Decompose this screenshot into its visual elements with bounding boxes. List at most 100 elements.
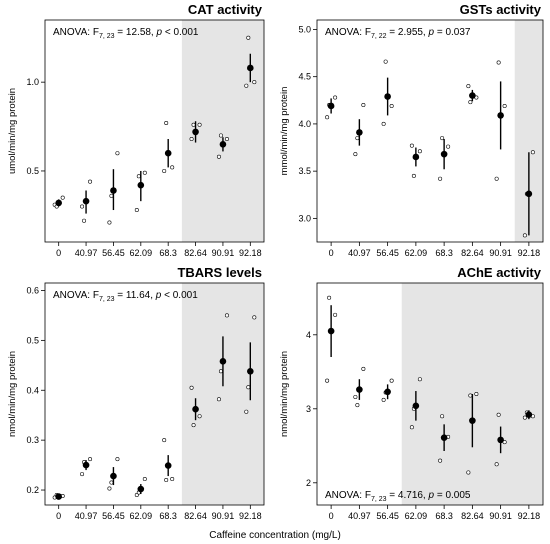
mean-point <box>110 472 117 480</box>
x-tick-label: 90.91 <box>489 248 512 258</box>
raw-point <box>389 378 394 383</box>
mean-point <box>164 462 172 469</box>
raw-point <box>107 220 112 225</box>
raw-point <box>170 165 175 170</box>
raw-point <box>244 409 249 414</box>
raw-point <box>440 414 445 419</box>
plot-frame <box>316 282 544 506</box>
x-tick-label: 62.09 <box>130 248 153 258</box>
raw-point <box>389 103 394 108</box>
y-axis-label: umol/min/mg protein <box>7 88 18 174</box>
raw-point <box>440 136 445 141</box>
x-tick-label: 40.97 <box>348 248 371 258</box>
mean-point <box>82 197 90 205</box>
plot-frame <box>44 282 265 506</box>
x-tick-label: 82.64 <box>184 511 207 521</box>
raw-point <box>381 121 386 126</box>
raw-point <box>355 403 360 408</box>
mean-point <box>469 417 476 424</box>
panel-1: GSTs activity mmol/min/mg protein 3.0 3.5 4.… <box>279 2 544 258</box>
x-tick-label: 0 <box>329 248 334 258</box>
x-tick-label: 62.09 <box>405 511 428 521</box>
x-tick-label: 92.18 <box>518 248 541 258</box>
x-tick-label: 92.18 <box>239 248 262 258</box>
x-tick-label: 90.91 <box>212 511 235 521</box>
raw-point <box>466 470 471 475</box>
raw-point <box>109 480 114 485</box>
y-tick-label: 4.5 <box>298 72 311 82</box>
mean-point <box>55 493 62 500</box>
plot-frame <box>44 19 265 243</box>
raw-point <box>224 313 229 318</box>
raw-point <box>355 136 360 141</box>
x-tick-label: 90.91 <box>212 248 235 258</box>
y-tick-label: 3.5 <box>298 166 311 176</box>
mean-point <box>440 434 448 441</box>
x-tick-label: 40.97 <box>348 511 371 521</box>
panel-title: AChE activity <box>457 265 542 280</box>
raw-point <box>162 168 167 173</box>
y-tick-label: 5.0 <box>298 24 311 34</box>
y-tick-label: 0.4 <box>26 385 39 395</box>
y-axis-label: nmol/min/mg protein <box>7 351 18 437</box>
mean-point <box>247 64 254 72</box>
x-tick-label: 62.09 <box>130 511 153 521</box>
raw-point <box>162 438 167 443</box>
raw-point <box>468 393 473 398</box>
panel-2: TBARS levels nmol/min/mg protein 0.2 0.3 0.4… <box>7 265 265 521</box>
x-tick-label: 56.45 <box>376 248 399 258</box>
raw-point <box>409 425 414 430</box>
y-tick-label: 3 <box>306 404 311 414</box>
x-tick-label: 56.45 <box>102 248 125 258</box>
x-tick-label: 62.09 <box>405 248 428 258</box>
raw-point <box>494 176 499 181</box>
y-tick-label: 4 <box>306 330 311 340</box>
raw-point <box>216 397 221 402</box>
raw-point <box>142 477 147 482</box>
raw-point <box>333 312 338 317</box>
mean-point <box>192 128 199 136</box>
raw-point <box>353 394 358 399</box>
x-tick-label: 68.3 <box>435 511 453 521</box>
raw-point <box>218 133 223 138</box>
raw-point <box>446 144 451 149</box>
raw-point <box>252 315 257 320</box>
x-tick-label: 82.64 <box>461 511 484 521</box>
y-tick-label: 0.5 <box>26 166 39 176</box>
y-axis-label: nmol/min/mg protein <box>279 351 290 437</box>
raw-point <box>134 493 139 498</box>
raw-point <box>189 136 194 141</box>
raw-point <box>107 486 112 491</box>
mean-point <box>412 153 420 161</box>
raw-point <box>409 143 414 148</box>
x-tick-label: 68.3 <box>159 511 177 521</box>
raw-point <box>530 150 535 155</box>
y-tick-label: 1.0 <box>26 77 39 87</box>
x-tick-label: 56.45 <box>376 511 399 521</box>
mean-point <box>440 150 448 158</box>
panel-0: CAT activity umol/min/mg protein 0.5 1.0 0 40… <box>7 2 265 258</box>
raw-point <box>191 122 196 127</box>
mean-point <box>137 485 145 493</box>
raw-point <box>383 59 388 64</box>
plot-frame <box>316 19 544 243</box>
y-tick-label: 3.0 <box>298 213 311 223</box>
raw-point <box>191 423 196 428</box>
mean-point <box>497 112 504 119</box>
mean-point <box>164 149 172 157</box>
y-tick-label: 0.2 <box>26 485 39 495</box>
raw-point <box>417 149 422 154</box>
raw-point <box>466 84 471 89</box>
raw-point <box>417 377 422 382</box>
raw-point <box>134 208 139 213</box>
x-tick-label: 40.97 <box>75 248 98 258</box>
raw-point <box>224 136 229 141</box>
mean-point <box>219 358 227 365</box>
mean-point <box>247 368 254 375</box>
panel-title: GSTs activity <box>460 2 542 17</box>
x-tick-label: 82.64 <box>461 248 484 258</box>
raw-point <box>438 176 443 181</box>
mean-point <box>525 190 533 198</box>
